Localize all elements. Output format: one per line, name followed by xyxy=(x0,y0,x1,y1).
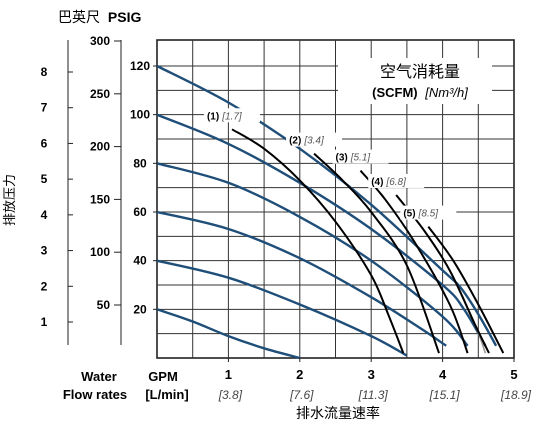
air-label-number: (1) xyxy=(207,111,219,122)
air-label-background xyxy=(400,205,457,220)
air-consumption-curve xyxy=(427,226,505,354)
ft-tick-label: 100 xyxy=(90,245,110,259)
corner-label-cn: 巴英尺 xyxy=(58,9,100,25)
lmin-label: [L/min] xyxy=(145,387,188,402)
air-label-number: (5) xyxy=(403,209,415,220)
corner-label-unit: PSIG xyxy=(108,9,142,25)
air-label-background xyxy=(332,149,389,164)
air-label-background xyxy=(203,108,260,123)
air-consumption-curves xyxy=(231,128,505,354)
x-axis-ticks: 1 [3.8] 2 [7.6] 3 [11.3] 4 [15.1] 5 [18.9] xyxy=(218,358,532,402)
ft-tick-label: 300 xyxy=(90,34,110,48)
corner-label: 巴英尺 PSIG xyxy=(58,9,141,25)
pressure-curves xyxy=(156,64,498,360)
air-consumption-curve xyxy=(231,128,405,354)
ft-tick-label: 50 xyxy=(97,298,111,312)
bar-tick-label: 6 xyxy=(41,136,48,150)
chart-title-units: (SCFM) [Nm³/h] xyxy=(372,85,468,100)
air-label-nm3h: [8.5] xyxy=(418,209,439,220)
air-label: (3) [5.1] xyxy=(335,153,370,164)
air-label-nm3h: [5.1] xyxy=(350,153,371,164)
bar-tick-label: 8 xyxy=(41,65,48,79)
psig-axis-ticks: 20 40 60 80 100 120 xyxy=(130,59,157,316)
x-tick-label-gpm: 1 xyxy=(225,367,232,382)
x-tick-label-gpm: 3 xyxy=(368,367,375,382)
psig-tick-label: 100 xyxy=(130,108,150,122)
bar-tick-label: 2 xyxy=(41,279,48,293)
bar-axis-ticks: 1 2 3 4 5 6 7 8 xyxy=(41,65,73,329)
x-tick-label-lmin: [11.3] xyxy=(358,388,389,402)
ft-tick-label: 150 xyxy=(90,192,110,206)
ft-axis-ticks: 50 100 150 200 250 300 xyxy=(90,34,121,312)
bar-tick-label: 1 xyxy=(41,315,48,329)
psig-tick-label: 60 xyxy=(133,205,147,219)
y-axis-title: 排放压力 xyxy=(2,174,17,226)
x-tick-label-lmin: [3.8] xyxy=(218,388,243,402)
air-label-number: (2) xyxy=(289,136,301,147)
air-label-nm3h: [6.8] xyxy=(385,177,406,188)
ft-tick-label: 250 xyxy=(90,87,110,101)
air-consumption-curve xyxy=(359,169,469,354)
bar-tick-label: 5 xyxy=(41,172,48,186)
title-unit-bold: (SCFM) xyxy=(372,85,418,100)
x-axis-title: 排水流量速率 xyxy=(296,405,380,421)
legend-background xyxy=(338,58,492,104)
pressure-curve xyxy=(156,113,487,347)
air-label-nm3h: [1.7] xyxy=(221,111,242,122)
x-tick-label-lmin: [18.9] xyxy=(500,388,532,402)
air-label-background xyxy=(368,173,425,188)
pressure-curve xyxy=(156,162,469,347)
air-label: (4) [6.8] xyxy=(371,177,406,188)
air-label-number: (4) xyxy=(371,177,383,188)
air-label-number: (3) xyxy=(335,153,347,164)
x-tick-label-gpm: 5 xyxy=(510,367,517,382)
psig-tick-label: 80 xyxy=(133,156,147,170)
air-label: (2) [3.4] xyxy=(289,136,324,147)
psig-tick-label: 40 xyxy=(133,254,147,268)
air-consumption-labels: (1) [1.7] (2) [3.4] (3) [5.1] (4) [6.8] (5) [8.5] xyxy=(203,108,457,220)
flow-rates-label: Flow rates xyxy=(63,387,127,402)
x-tick-label-lmin: [7.6] xyxy=(289,388,314,402)
air-consumption-curve xyxy=(313,152,440,354)
x-tick-label-gpm: 4 xyxy=(439,367,447,382)
x-tick-label-lmin: [15.1] xyxy=(429,388,461,402)
ft-tick-label: 200 xyxy=(90,140,110,154)
x-tick-label-gpm: 2 xyxy=(296,367,303,382)
title-unit-italic: [Nm³/h] xyxy=(424,85,468,100)
pressure-curve xyxy=(156,308,301,360)
chart-title: 空气消耗量 xyxy=(380,63,460,81)
psig-tick-label: 120 xyxy=(130,59,150,73)
gpm-label: GPM xyxy=(148,369,178,384)
bar-tick-label: 3 xyxy=(41,244,48,258)
bar-tick-label: 4 xyxy=(41,208,48,222)
air-label: (1) [1.7] xyxy=(207,111,242,122)
pressure-curve xyxy=(156,259,408,357)
legend-box: 空气消耗量 (SCFM) [Nm³/h] xyxy=(338,58,492,104)
air-label-nm3h: [3.4] xyxy=(303,136,324,147)
psig-tick-label: 20 xyxy=(133,302,147,316)
air-label: (5) [8.5] xyxy=(403,209,438,220)
bar-tick-label: 7 xyxy=(41,101,48,115)
air-label-background xyxy=(286,132,343,147)
pressure-curve xyxy=(156,64,498,347)
pressure-curve xyxy=(156,210,447,347)
water-label: Water xyxy=(81,369,117,384)
